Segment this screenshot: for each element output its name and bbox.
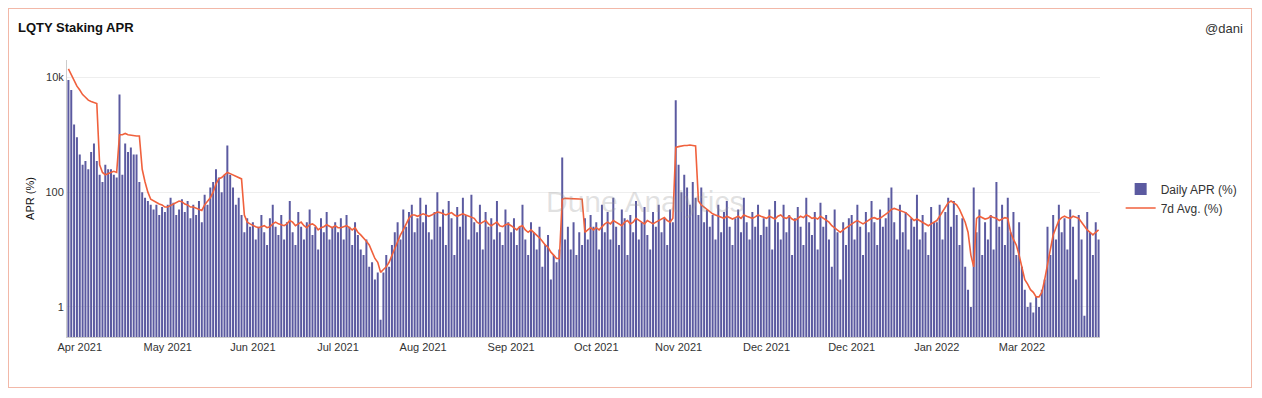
svg-text:Daily APR (%): Daily APR (%) <box>1161 183 1237 197</box>
svg-text:May 2021: May 2021 <box>144 341 192 353</box>
svg-text:APR (%): APR (%) <box>24 177 36 220</box>
svg-text:Nov 2021: Nov 2021 <box>655 341 702 353</box>
svg-text:100: 100 <box>45 186 63 198</box>
svg-text:Mar 2022: Mar 2022 <box>999 341 1045 353</box>
svg-text:Jun 2021: Jun 2021 <box>230 341 275 353</box>
svg-text:LQTY Staking APR: LQTY Staking APR <box>18 20 134 35</box>
svg-text:1: 1 <box>58 301 64 313</box>
svg-text:7d Avg. (%): 7d Avg. (%) <box>1161 202 1223 216</box>
svg-text:Aug 2021: Aug 2021 <box>400 341 447 353</box>
svg-text:Jan 2022: Jan 2022 <box>914 341 959 353</box>
svg-text:@dani: @dani <box>1205 21 1243 36</box>
svg-text:Jul 2021: Jul 2021 <box>317 341 359 353</box>
svg-text:Apr 2021: Apr 2021 <box>57 341 102 353</box>
svg-text:Dec 2021: Dec 2021 <box>743 341 790 353</box>
svg-text:Sep 2021: Sep 2021 <box>488 341 535 353</box>
svg-text:Dec 2021: Dec 2021 <box>828 341 875 353</box>
svg-text:10k: 10k <box>46 71 64 83</box>
svg-text:Dune Analytics: Dune Analytics <box>546 185 744 218</box>
svg-text:Oct 2021: Oct 2021 <box>574 341 619 353</box>
